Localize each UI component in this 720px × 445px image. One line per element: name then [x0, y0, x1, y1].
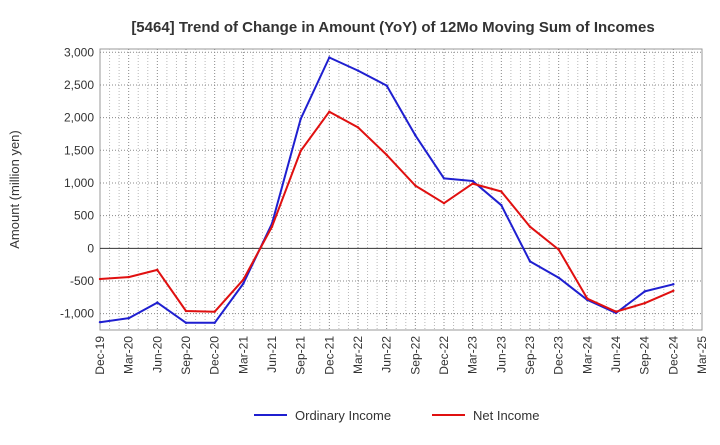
x-tick-label: Jun-22: [380, 336, 394, 373]
data-point: [385, 153, 388, 157]
x-tick-label: Mar-20: [122, 336, 136, 374]
data-point: [156, 301, 159, 304]
grid-layer: [99, 48, 703, 331]
y-axis-label: Amount (million yen): [7, 130, 22, 249]
y-tick-label: 500: [74, 209, 94, 223]
data-point: [98, 320, 102, 324]
data-point: [672, 283, 675, 286]
data-point: [557, 248, 560, 251]
x-tick-label: Jun-23: [494, 336, 508, 373]
x-tick-label: Dec-20: [208, 336, 222, 375]
data-point: [184, 309, 188, 313]
axis-layer: -1,000 -500 0 500 1,000 1,500 2,000 2,500 3,000 D…: [60, 45, 709, 374]
data-point: [127, 317, 130, 320]
data-point: [557, 276, 560, 279]
y-tick-label: 1,000: [64, 176, 94, 190]
x-tick-label: Mar-25: [695, 336, 709, 374]
data-point: [414, 184, 417, 187]
y-tick-label: 2,500: [64, 78, 94, 92]
x-tick-label: Dec-22: [437, 336, 451, 375]
x-tick-label: Dec-24: [666, 336, 680, 375]
data-point: [471, 182, 474, 185]
x-tick-label: Mar-22: [351, 336, 365, 374]
x-tick-label: Mar-21: [236, 336, 250, 374]
data-point: [356, 126, 360, 129]
y-tick-label: 3,000: [64, 45, 94, 59]
x-tick-label: Jun-20: [150, 336, 164, 373]
legend-label: Ordinary Income: [295, 408, 391, 423]
data-point: [328, 110, 331, 113]
data-point: [500, 203, 503, 207]
data-point: [414, 134, 417, 137]
series-layer: [98, 56, 675, 325]
data-point: [385, 84, 388, 87]
x-tick-label: Dec-23: [552, 336, 566, 375]
x-tick-label: Mar-23: [466, 336, 480, 374]
y-tick-label: 2,000: [64, 111, 94, 125]
y-tick-label: -500: [70, 274, 94, 288]
data-point: [442, 202, 446, 205]
data-point: [614, 310, 618, 313]
x-tick-label: Dec-21: [322, 336, 336, 375]
chart-title: [5464] Trend of Change in Amount (YoY) o…: [131, 19, 654, 36]
legend-label: Net Income: [473, 408, 539, 423]
x-tick-label: Jun-24: [609, 336, 623, 373]
x-tick-label: Sep-24: [638, 336, 652, 375]
data-point: [242, 282, 245, 285]
data-point: [213, 310, 216, 313]
data-point: [586, 297, 589, 300]
x-tick-label: Sep-20: [179, 336, 193, 375]
data-point: [127, 275, 130, 279]
x-tick-label: Mar-24: [580, 336, 594, 374]
data-point: [356, 69, 360, 72]
data-point: [98, 277, 102, 281]
data-point: [270, 225, 274, 228]
x-tick-label: Sep-22: [408, 336, 422, 375]
data-point: [528, 225, 532, 228]
data-point: [213, 321, 216, 325]
x-tick-label: Sep-21: [294, 336, 308, 375]
legend: Ordinary Income Net Income: [254, 408, 539, 423]
data-point: [156, 268, 159, 272]
data-point: [643, 302, 646, 305]
y-tick-label: -1,000: [60, 307, 94, 321]
x-tick-label: Jun-21: [265, 336, 279, 373]
x-tick-label: Dec-19: [93, 336, 107, 375]
data-point: [299, 149, 302, 153]
data-point: [643, 290, 646, 293]
data-point: [672, 289, 675, 292]
data-point: [184, 321, 188, 325]
data-point: [471, 179, 474, 183]
data-point: [299, 117, 302, 121]
data-point: [442, 177, 446, 180]
data-point: [528, 260, 532, 263]
data-point: [242, 278, 245, 281]
y-tick-label: 0: [87, 241, 94, 255]
data-point: [500, 190, 503, 193]
data-point: [328, 56, 331, 59]
plot-frame: [99, 48, 703, 331]
x-tick-label: Sep-23: [523, 336, 537, 375]
y-tick-label: 1,500: [64, 143, 94, 157]
